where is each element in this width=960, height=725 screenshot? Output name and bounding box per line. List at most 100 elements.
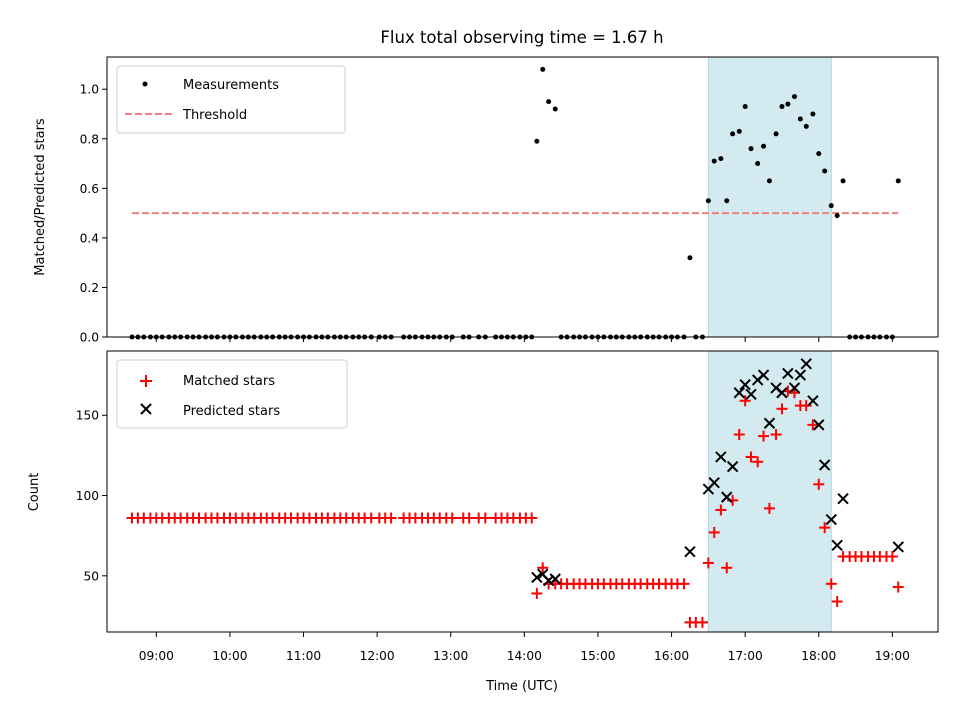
predicted-star-point [813,419,825,431]
measurement-point [540,66,546,72]
legend-measurements-label: Measurements [183,78,279,93]
y-tick-label: 0.2 [80,281,99,295]
measurement-point [755,161,761,167]
x-b [549,573,561,585]
y-tick-label: 0.4 [80,231,100,245]
highlight-span [707,350,832,633]
measurement-point [736,128,742,134]
predicted-star-point [763,417,776,429]
measurement-point [810,111,816,117]
matched-star-point [531,587,543,599]
legend-predicted-marker [140,403,152,415]
predicted-star-point [715,451,727,463]
matched-star-point [721,562,733,574]
x-b [726,460,739,473]
y-tick-label: 150 [76,409,99,423]
x-axis-label: Time (UTC) [485,679,558,694]
predicted-star-point [531,571,543,584]
x-tick-label: 15:00 [580,649,615,663]
legend-measurements-marker [142,81,148,87]
x-b [807,395,819,407]
predicted-star-point [733,387,745,399]
y-tick-label: 50 [83,569,99,583]
top-ylabel: Matched/Predicted stars [33,118,48,276]
matched-star-point [770,428,782,440]
panel-bottom: 50 100 150 09:00 10:00 11:00 12:00 13:00 14:00 1… [27,337,939,694]
matched-star-point [800,400,812,412]
x-b [721,491,733,503]
matched-star-point [739,395,751,407]
legend-top-box [116,65,346,134]
x-b [892,541,904,553]
measurement-point [822,168,828,174]
matched-star-point [526,512,538,524]
measurement-point [534,138,540,144]
predicted-star-point [807,395,819,407]
measurement-point [724,198,730,204]
predicted-star-point [542,574,555,587]
x-b [715,451,727,463]
matched-star-point [892,581,904,593]
matched-star-point [776,403,788,415]
legend-matched-label: Matched stars [183,374,275,389]
matched-star-point [446,512,458,524]
measurement-point [711,158,717,164]
matched-star-point [479,512,491,524]
measurement-point [773,131,779,137]
x-b [788,382,801,394]
measurement-point [766,178,772,184]
legend-top: Measurements Threshold [116,65,346,134]
measurement-point [687,255,693,261]
predicted-star-point [745,388,757,401]
measurement-point [834,213,840,219]
predicted-star-point [825,513,837,526]
matched-star-point [537,562,549,574]
matched-star-point [807,419,819,431]
measurement-point [816,151,822,157]
predicted-star-point [549,573,561,585]
measurement-point [718,156,724,162]
matched-star-point [758,430,770,442]
predicted-star-point [757,369,770,381]
predicted-star-point [818,459,831,471]
x-b [800,358,812,370]
panel-top: 0.0 0.2 0.4 0.6 0.8 1.0 Matched/Predicted sta… [33,56,939,345]
legend-predicted-label: Predicted stars [183,404,280,419]
highlight-span [707,56,832,338]
y-tick-label: 1.0 [80,83,99,97]
legend-bottom-box [116,359,348,429]
y-tick-label: 0.0 [80,331,99,345]
measurement-point [840,178,846,184]
predicted-star-point [684,546,696,558]
measurement-point [546,99,552,105]
measurement-point [730,131,736,137]
x-b [531,571,543,584]
x-b [708,476,720,489]
x-b [537,568,549,580]
x-b [825,513,837,526]
matched-star-point [463,512,475,524]
matched-star-point [763,502,775,514]
matched-star-point [702,557,714,569]
matched-star-point [385,512,397,524]
measurement-point [791,94,797,100]
x-b [813,419,825,431]
legend-bottom: Matched stars Predicted stars [116,359,348,429]
x-b [739,379,751,391]
measurement-point [803,123,809,129]
matched-star-point [886,551,898,563]
measurement-point [552,106,558,112]
measurement-point [742,104,748,110]
predicted-star-point [782,367,794,380]
matched-star-point [831,595,843,607]
matched-star-point [696,616,708,628]
x-b [770,382,782,394]
matched-star-point [745,451,757,463]
legend-matched-marker [140,375,152,387]
panel-bottom-frame [106,350,939,633]
y-tick-label: 0.8 [80,132,99,146]
x-tick-label: 10:00 [212,649,247,663]
measurement-point [785,101,791,107]
predicted-star-point [892,541,904,553]
